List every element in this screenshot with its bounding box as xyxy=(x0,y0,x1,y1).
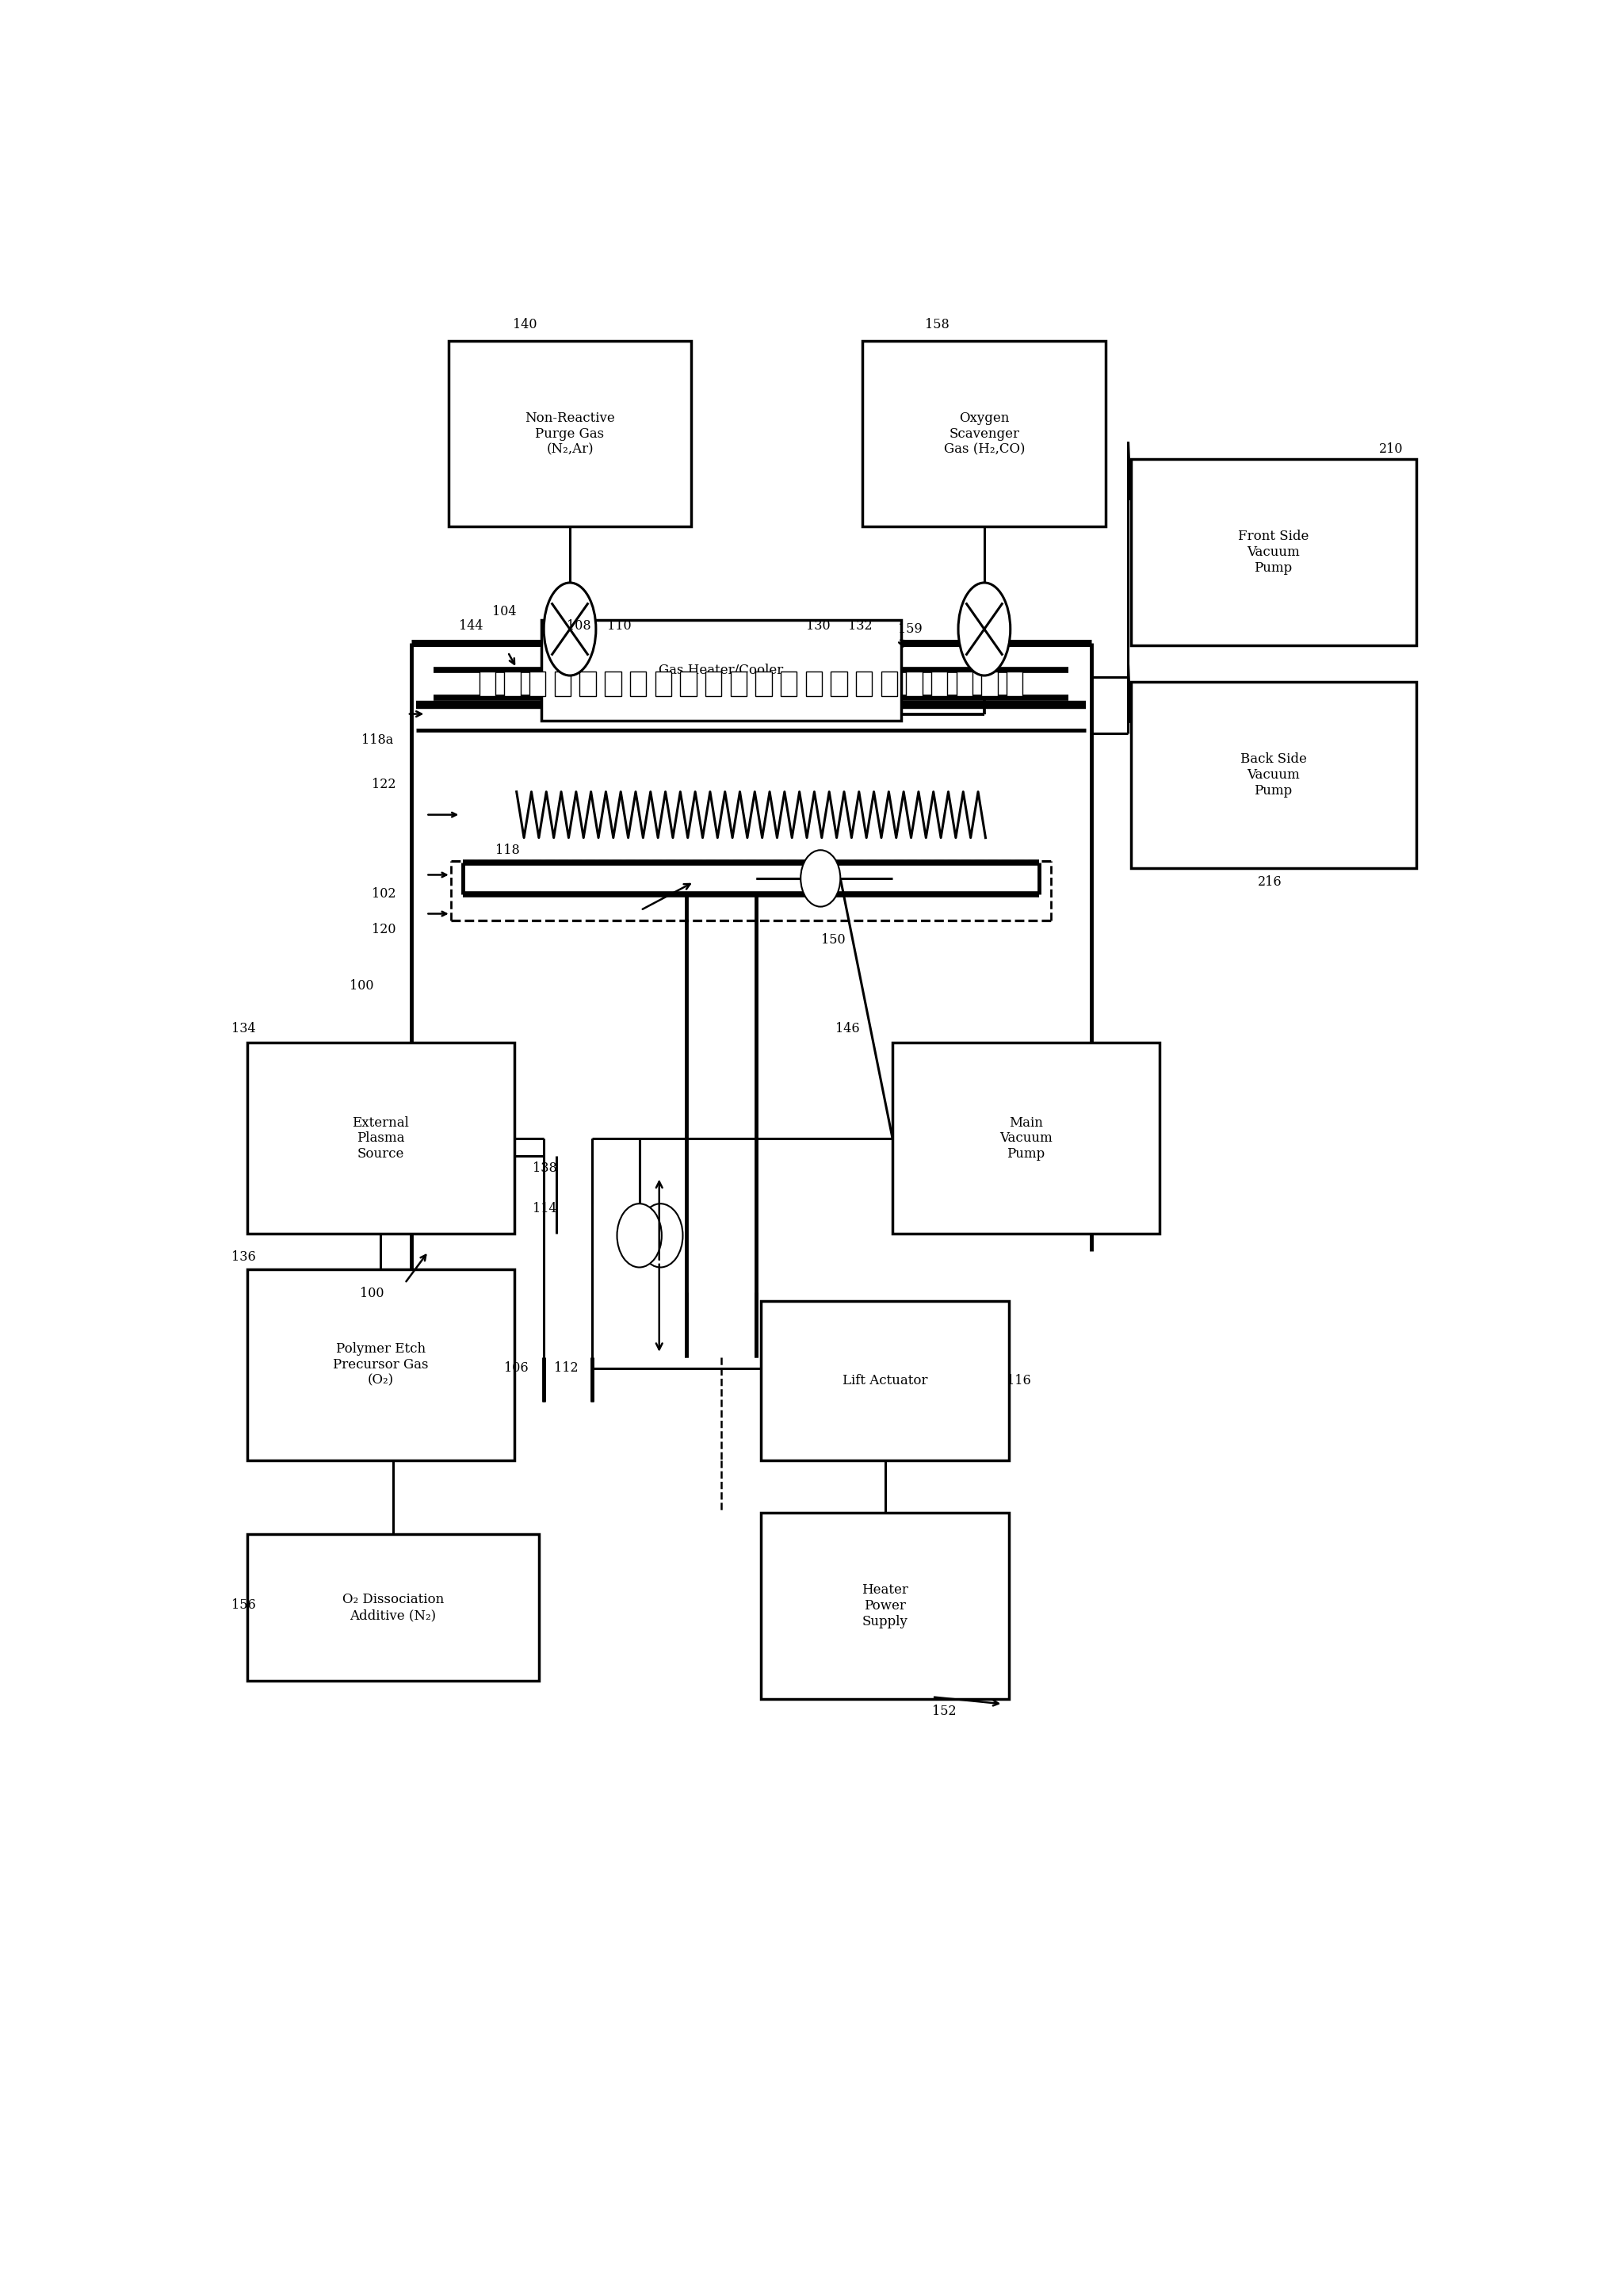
Text: O₂ Dissociation
Additive (N₂): O₂ Dissociation Additive (N₂) xyxy=(343,1593,443,1623)
Text: 158: 158 xyxy=(925,319,949,331)
Text: 108: 108 xyxy=(567,620,591,631)
Text: 144: 144 xyxy=(458,620,482,631)
Bar xyxy=(605,670,621,696)
Text: Non-Reactive
Purge Gas
(N₂,Ar): Non-Reactive Purge Gas (N₂,Ar) xyxy=(525,411,615,457)
Text: 132: 132 xyxy=(849,620,873,631)
FancyBboxPatch shape xyxy=(247,1270,514,1460)
Text: Back Side
Vacuum
Pump: Back Side Vacuum Pump xyxy=(1241,753,1306,797)
Bar xyxy=(781,670,797,696)
Text: 134: 134 xyxy=(232,1022,256,1035)
Bar xyxy=(680,670,696,696)
Bar xyxy=(629,670,647,696)
Bar xyxy=(956,670,972,696)
FancyBboxPatch shape xyxy=(760,1513,1009,1699)
Text: 118: 118 xyxy=(496,843,520,856)
Text: Lift Actuator: Lift Actuator xyxy=(842,1373,927,1387)
Text: 102: 102 xyxy=(371,889,395,900)
Bar xyxy=(1007,670,1023,696)
Text: 159: 159 xyxy=(898,622,922,636)
Bar xyxy=(730,670,746,696)
Text: 100: 100 xyxy=(360,1288,384,1300)
Text: 104: 104 xyxy=(492,604,516,618)
Text: 140: 140 xyxy=(514,319,538,331)
Text: 130: 130 xyxy=(805,620,831,631)
Bar xyxy=(831,670,847,696)
Ellipse shape xyxy=(959,583,1010,675)
Text: 106: 106 xyxy=(504,1362,528,1375)
Bar xyxy=(881,670,897,696)
Bar xyxy=(805,670,821,696)
Bar xyxy=(504,670,520,696)
Text: 114: 114 xyxy=(533,1203,557,1215)
FancyBboxPatch shape xyxy=(863,340,1106,526)
Text: Heater
Power
Supply: Heater Power Supply xyxy=(861,1584,908,1628)
Text: 112: 112 xyxy=(554,1362,578,1375)
Bar xyxy=(479,670,495,696)
Text: 136: 136 xyxy=(232,1249,256,1263)
Text: 216: 216 xyxy=(1257,875,1282,889)
Text: 146: 146 xyxy=(836,1022,860,1035)
FancyBboxPatch shape xyxy=(892,1042,1159,1233)
Circle shape xyxy=(800,850,841,907)
Circle shape xyxy=(639,1203,682,1267)
Text: 156: 156 xyxy=(232,1598,256,1612)
Text: 110: 110 xyxy=(607,620,632,631)
Text: 150: 150 xyxy=(821,934,845,946)
Text: 118a: 118a xyxy=(362,735,394,746)
Text: Polymer Etch
Precursor Gas
(O₂): Polymer Etch Precursor Gas (O₂) xyxy=(333,1343,429,1387)
FancyBboxPatch shape xyxy=(760,1302,1009,1460)
Bar xyxy=(906,670,922,696)
Bar xyxy=(655,670,671,696)
Text: 210: 210 xyxy=(1378,443,1404,455)
Bar xyxy=(530,670,546,696)
Text: External
Plasma
Source: External Plasma Source xyxy=(352,1116,410,1159)
FancyBboxPatch shape xyxy=(541,620,901,721)
Bar xyxy=(857,670,873,696)
Text: 152: 152 xyxy=(932,1704,957,1717)
Text: Main
Vacuum
Pump: Main Vacuum Pump xyxy=(999,1116,1052,1159)
Text: 122: 122 xyxy=(371,778,395,792)
Bar xyxy=(981,670,997,696)
Text: Front Side
Vacuum
Pump: Front Side Vacuum Pump xyxy=(1238,530,1308,574)
FancyBboxPatch shape xyxy=(448,340,692,526)
Circle shape xyxy=(616,1203,661,1267)
FancyBboxPatch shape xyxy=(247,1042,514,1233)
Text: 120: 120 xyxy=(371,923,395,937)
FancyBboxPatch shape xyxy=(1130,459,1417,645)
Text: 116: 116 xyxy=(1007,1373,1031,1387)
Text: 138: 138 xyxy=(533,1162,557,1176)
Bar xyxy=(580,670,596,696)
Bar xyxy=(756,670,772,696)
FancyBboxPatch shape xyxy=(1130,682,1417,868)
Bar xyxy=(706,670,722,696)
Text: 100: 100 xyxy=(349,980,373,992)
Bar xyxy=(554,670,572,696)
FancyBboxPatch shape xyxy=(247,1534,540,1681)
Text: Gas Heater/Cooler: Gas Heater/Cooler xyxy=(660,664,783,677)
Text: Oxygen
Scavenger
Gas (H₂,CO): Oxygen Scavenger Gas (H₂,CO) xyxy=(943,411,1025,457)
Bar xyxy=(932,670,948,696)
Ellipse shape xyxy=(544,583,596,675)
